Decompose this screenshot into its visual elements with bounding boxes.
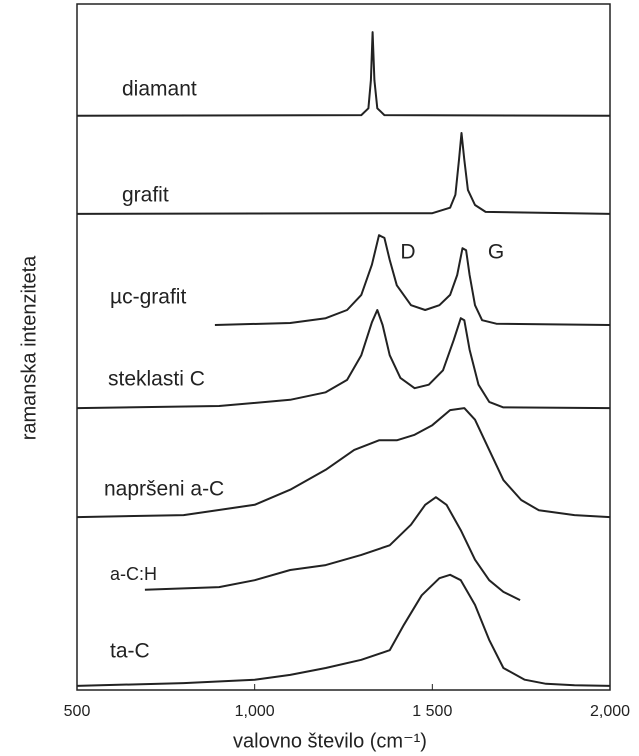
spectrum-line [76, 407, 611, 519]
x-tick-label: 2,000 [590, 703, 630, 720]
series-label: napršeni a-C [104, 478, 224, 501]
x-tick-label: 1,000 [235, 703, 275, 720]
series-label: grafit [122, 184, 169, 207]
spectrum-line [76, 31, 611, 117]
spectrum-line [76, 573, 611, 687]
peak-annotation: G [488, 241, 504, 264]
series-label: ta-C [110, 640, 150, 663]
x-tick-label: 1 500 [412, 703, 452, 720]
series-label: steklasti C [108, 368, 205, 391]
x-axis-label: valovno število (cm⁻¹) [233, 730, 427, 752]
spectrum-line [144, 496, 521, 601]
series-label: diamant [122, 78, 197, 101]
spectrum-line [76, 309, 611, 410]
peak-annotation: D [400, 241, 415, 264]
series-label: a-C:H [110, 564, 157, 584]
y-axis-label: ramanska intenziteta [18, 255, 40, 440]
spectrum-line [214, 234, 611, 326]
series-label: µc-grafit [110, 286, 186, 309]
plot-frame [76, 3, 611, 691]
spectrum-line [76, 132, 611, 215]
x-tick-label: 500 [64, 703, 91, 720]
